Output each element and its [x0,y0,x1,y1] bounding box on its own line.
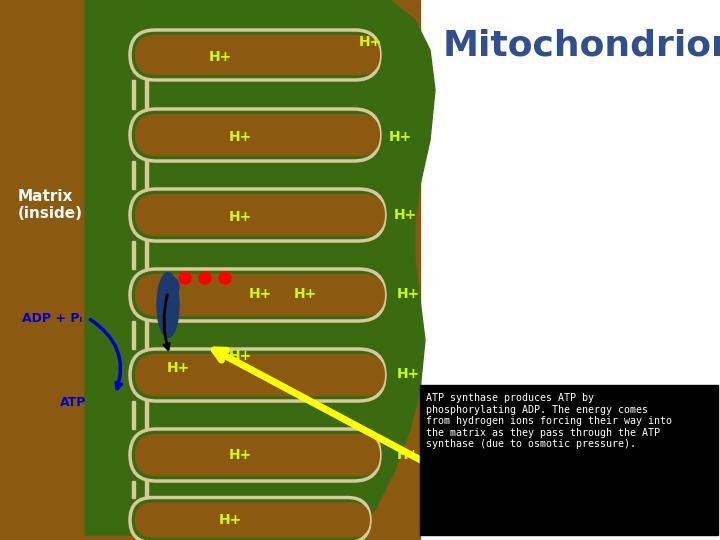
Bar [145,481,148,498]
Text: H+: H+ [293,287,317,301]
Ellipse shape [157,273,179,338]
Ellipse shape [163,277,179,297]
Text: H+: H+ [359,35,382,49]
Bar [132,481,148,498]
Text: Mitochondrion: Mitochondrion [443,28,720,62]
Bar [145,321,148,349]
Text: Matrix
(inside): Matrix (inside) [18,189,83,221]
Polygon shape [85,0,435,535]
FancyBboxPatch shape [135,114,380,156]
Bar [132,161,148,189]
Bar [132,401,148,429]
Text: H+: H+ [218,513,242,527]
Text: H+: H+ [397,367,420,381]
Text: H+: H+ [397,287,420,301]
Text: H+: H+ [228,210,251,224]
Bar [132,161,135,189]
Circle shape [219,272,231,284]
Circle shape [179,272,191,284]
Text: H+: H+ [248,287,271,301]
Text: ADP + Pᵢ: ADP + Pᵢ [22,312,82,325]
Bar [132,80,148,109]
Text: H+: H+ [228,448,251,462]
Text: H+: H+ [228,130,251,144]
Bar [420,385,718,535]
FancyBboxPatch shape [130,30,380,80]
FancyBboxPatch shape [130,269,385,321]
Text: H+: H+ [388,130,412,144]
Text: H+: H+ [208,50,232,64]
FancyBboxPatch shape [130,189,385,241]
Bar [0,0,420,540]
FancyBboxPatch shape [135,354,385,396]
Text: ATP: ATP [60,395,86,408]
Bar [145,241,148,269]
Bar [145,80,148,109]
FancyBboxPatch shape [135,434,380,476]
Bar [132,481,135,498]
FancyBboxPatch shape [130,497,370,540]
FancyBboxPatch shape [135,274,385,316]
Bar [132,241,148,269]
Bar [145,401,148,429]
Bar [132,321,148,349]
FancyBboxPatch shape [135,503,370,537]
Bar [132,321,135,349]
Bar [132,80,135,109]
Bar [132,401,135,429]
Text: H+: H+ [228,349,251,363]
Bar [132,241,135,269]
Text: H+: H+ [397,448,420,462]
FancyBboxPatch shape [130,349,385,401]
Text: H+: H+ [393,208,417,222]
FancyBboxPatch shape [135,194,385,236]
Text: H+: H+ [166,361,189,375]
Circle shape [199,272,211,284]
FancyBboxPatch shape [135,35,380,75]
Bar [145,161,148,189]
Text: ATP synthase produces ATP by
phosphorylating ADP. The energy comes
from hydrogen: ATP synthase produces ATP by phosphoryla… [426,393,672,449]
FancyBboxPatch shape [130,429,380,481]
FancyBboxPatch shape [130,109,380,161]
